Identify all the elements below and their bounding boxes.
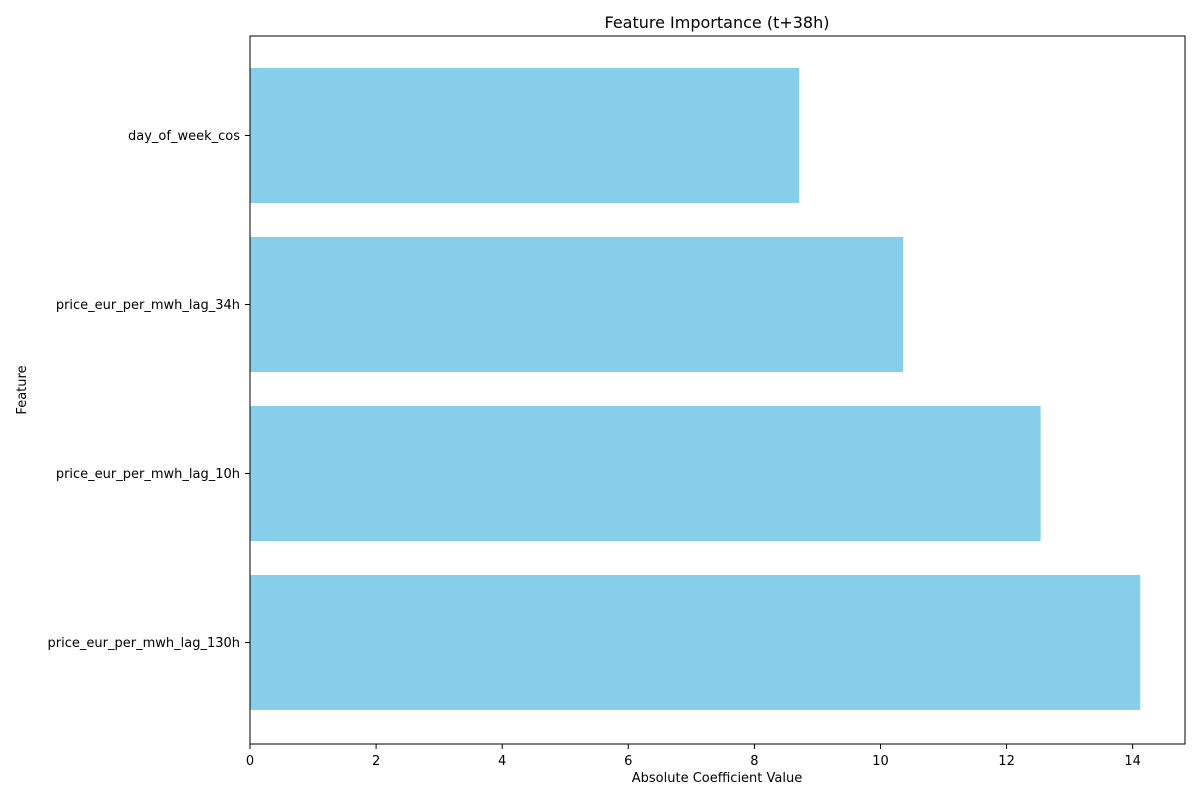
x-tick-label: 8	[750, 754, 758, 769]
bars-group	[250, 68, 1141, 710]
bar	[250, 237, 904, 372]
x-tick-label: 4	[498, 754, 506, 769]
x-tick-label: 10	[872, 754, 889, 769]
bar	[250, 575, 1141, 710]
x-axis-label: Absolute Coefficient Value	[632, 771, 802, 786]
bar	[250, 68, 800, 203]
x-axis-ticks: 0 2 4 6 8 10 12 14	[246, 744, 1141, 769]
y-axis-ticks: price_eur_per_mwh_lag_130h price_eur_per_…	[48, 129, 250, 651]
y-tick-label: day_of_week_cos	[128, 129, 240, 144]
x-tick-label: 14	[1124, 754, 1141, 769]
bar	[250, 406, 1041, 541]
chart-title: Feature Importance (t+38h)	[605, 13, 830, 32]
x-tick-label: 6	[624, 754, 632, 769]
y-tick-label: price_eur_per_mwh_lag_34h	[56, 298, 240, 313]
y-tick-label: price_eur_per_mwh_lag_10h	[56, 467, 240, 482]
x-tick-label: 0	[246, 754, 254, 769]
plot-frame	[249, 35, 1186, 745]
x-tick-label: 12	[998, 754, 1015, 769]
y-tick-label: price_eur_per_mwh_lag_130h	[48, 636, 240, 651]
x-tick-label: 2	[372, 754, 380, 769]
y-axis-label: Feature	[15, 365, 30, 414]
